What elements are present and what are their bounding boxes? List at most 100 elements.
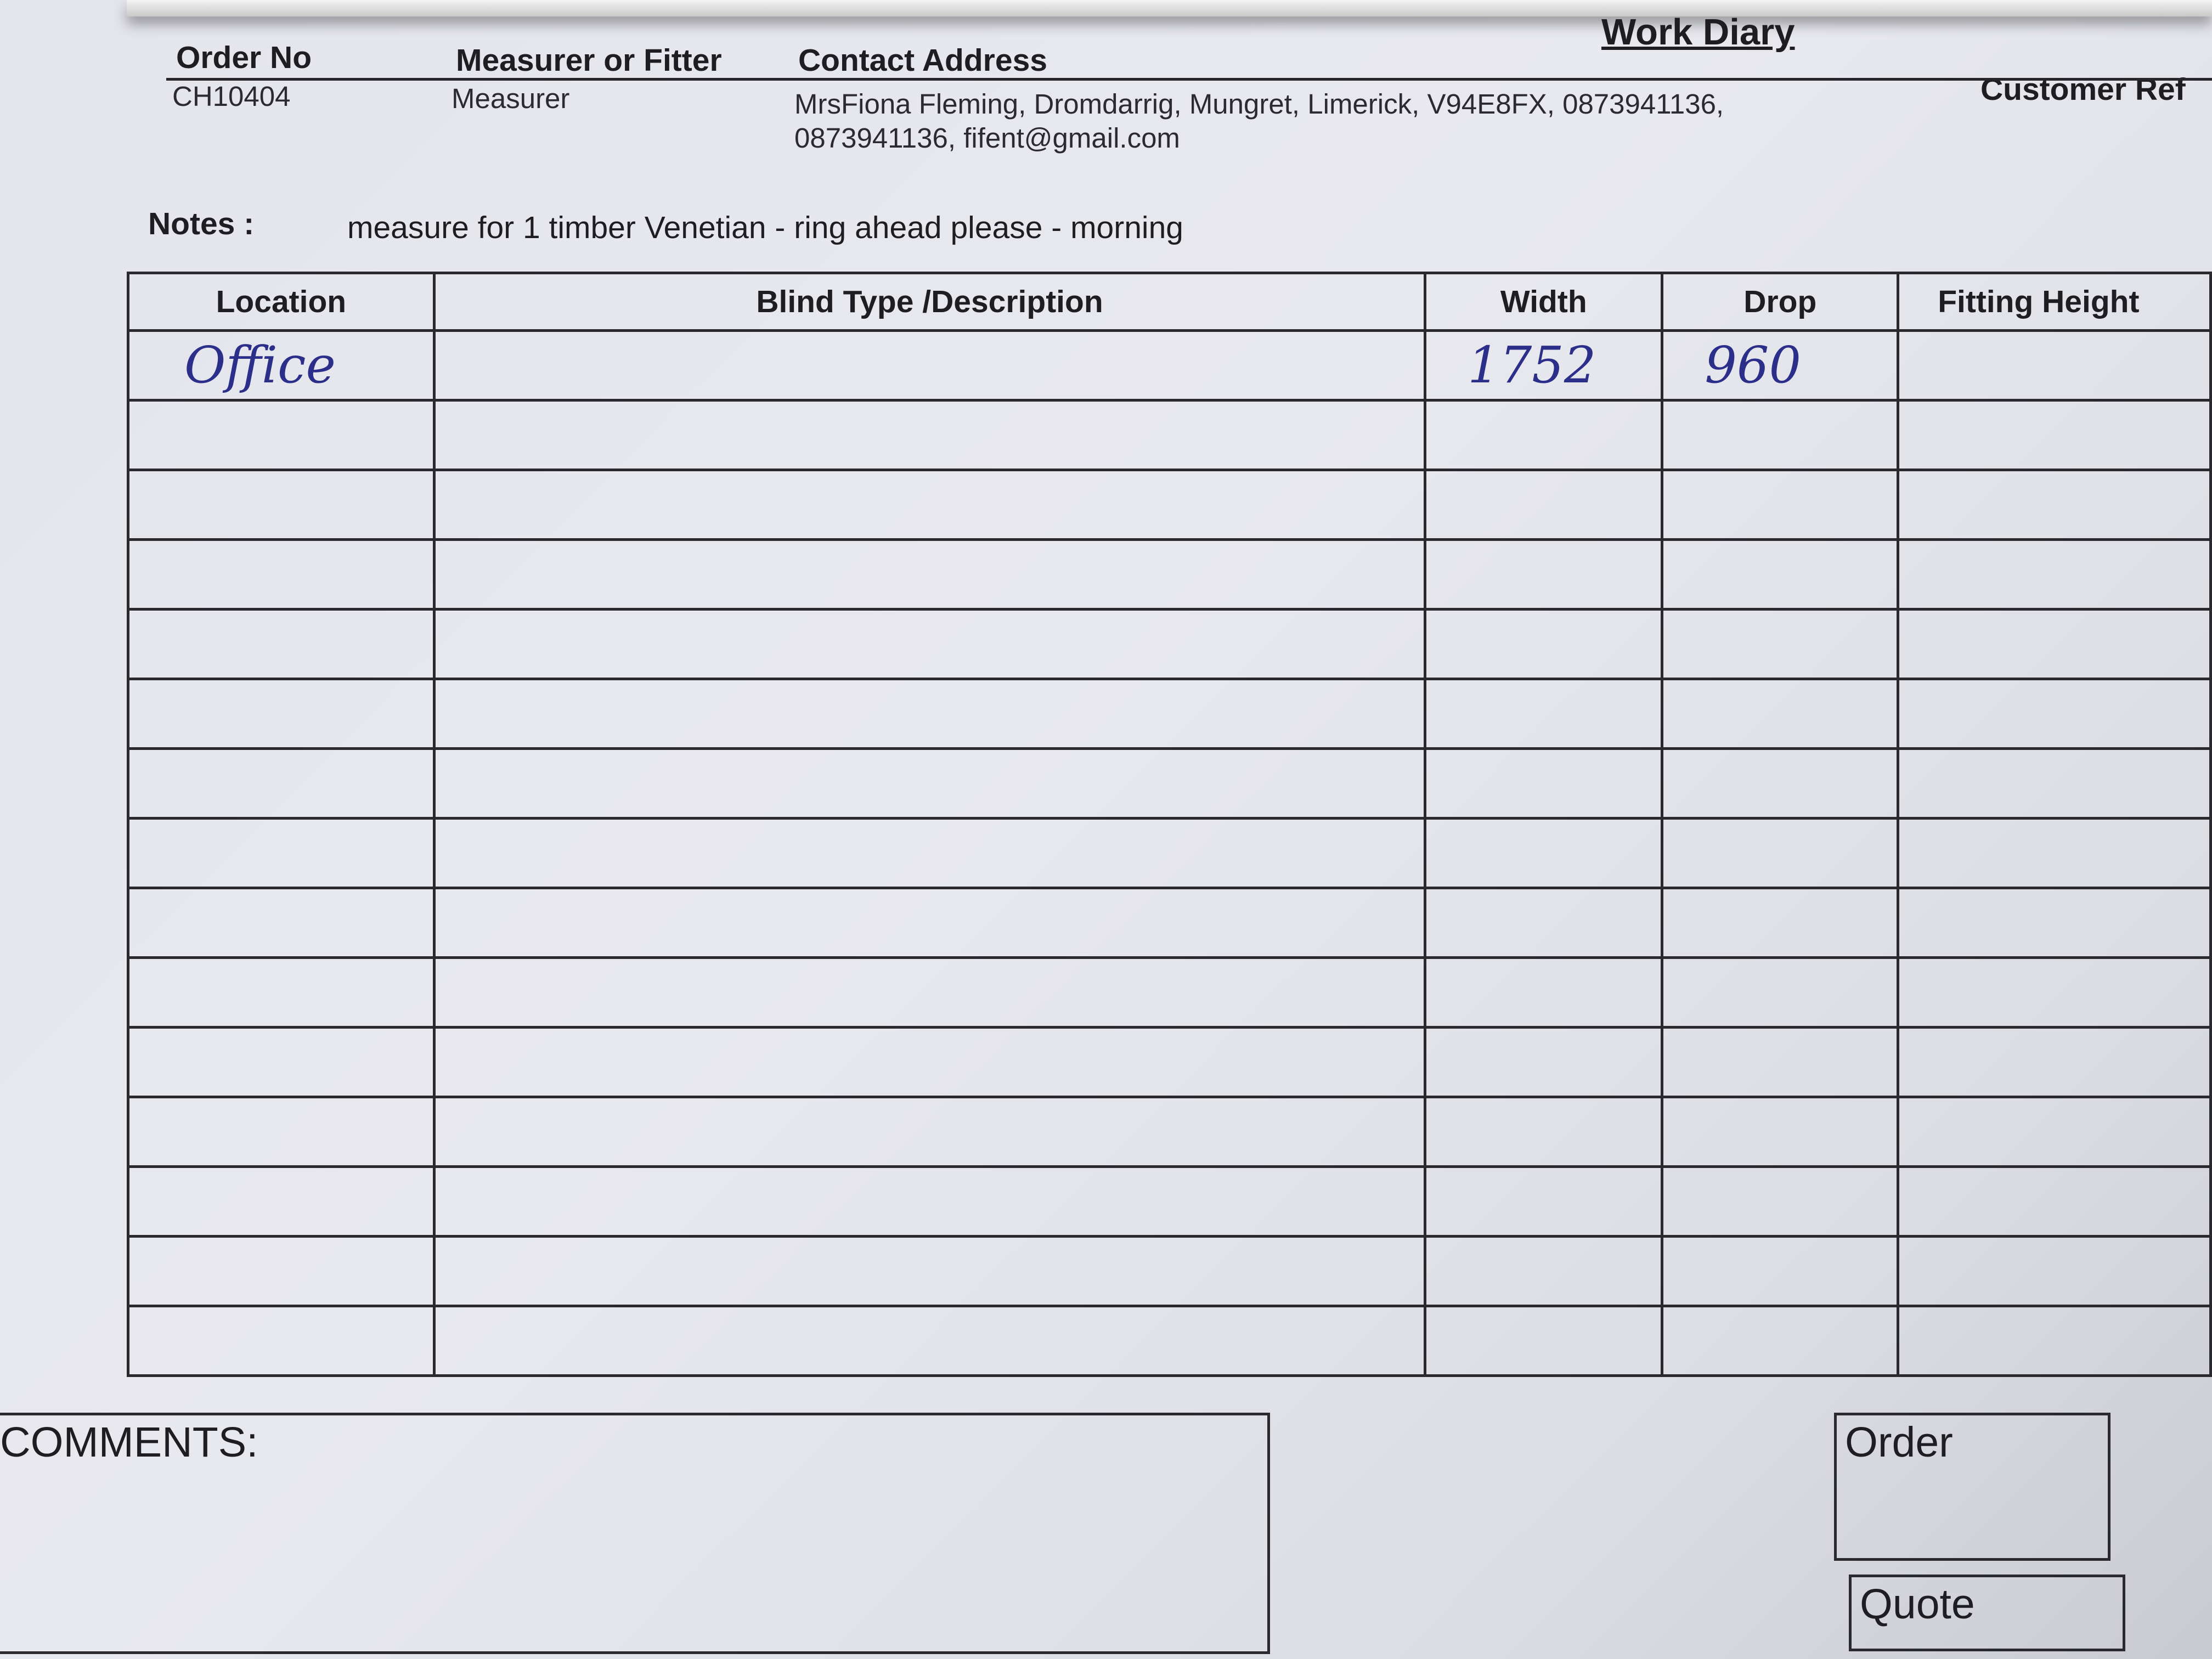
table-cell[interactable]: 960 <box>1661 329 1900 402</box>
table-cell[interactable] <box>1897 608 2212 680</box>
table-cell[interactable] <box>1424 538 1664 611</box>
table-cell[interactable] <box>1661 678 1900 750</box>
table-cell[interactable] <box>432 469 1427 541</box>
table-cell[interactable] <box>1897 1026 2212 1098</box>
table-cell[interactable] <box>432 1305 1427 1377</box>
measurer-label: Measurer or Fitter <box>456 43 722 78</box>
table-cell[interactable] <box>127 1235 436 1307</box>
col-fitting-height: Fitting Height <box>1897 272 2212 332</box>
table-cell[interactable] <box>127 956 436 1029</box>
table-cell[interactable] <box>1897 399 2212 471</box>
table-cell[interactable] <box>432 887 1427 959</box>
table-cell[interactable] <box>1424 678 1664 750</box>
table-cell[interactable] <box>127 747 436 820</box>
table-cell[interactable] <box>432 1096 1427 1168</box>
table-row <box>127 1026 2212 1098</box>
table-cell[interactable] <box>1661 956 1900 1029</box>
table-cell[interactable] <box>1424 747 1664 820</box>
table-cell[interactable] <box>127 817 436 889</box>
table-cell[interactable] <box>432 1026 1427 1098</box>
table-cell[interactable] <box>1424 887 1664 959</box>
order-no-value: CH10404 <box>172 81 291 112</box>
table-cell[interactable]: 1752 <box>1424 329 1664 402</box>
quote-box-label: Quote <box>1860 1581 1975 1628</box>
table-row <box>127 1235 2212 1307</box>
notes-text: measure for 1 timber Venetian - ring ahe… <box>347 210 1183 245</box>
table-cell[interactable] <box>1897 747 2212 820</box>
table-cell[interactable] <box>1661 1305 1900 1377</box>
table-cell[interactable] <box>1897 1165 2212 1238</box>
table-cell[interactable] <box>127 608 436 680</box>
table-cell[interactable] <box>127 399 436 471</box>
table-cell[interactable] <box>432 1165 1427 1238</box>
order-box[interactable]: Order <box>1834 1413 2111 1561</box>
table-cell[interactable] <box>1424 1165 1664 1238</box>
table-cell[interactable] <box>1897 469 2212 541</box>
table-cell[interactable] <box>127 1096 436 1168</box>
header-divider <box>166 78 2212 81</box>
table-cell[interactable] <box>1424 817 1664 889</box>
document-title: Work Diary <box>1601 12 1795 53</box>
table-cell[interactable] <box>432 817 1427 889</box>
table-cell[interactable] <box>1661 1026 1900 1098</box>
table-cell[interactable] <box>1897 956 2212 1029</box>
col-width: Width <box>1424 272 1664 332</box>
comments-label: COMMENTS: <box>0 1419 258 1466</box>
order-box-label: Order <box>1845 1419 1953 1466</box>
table-cell[interactable] <box>1424 399 1664 471</box>
table-cell[interactable] <box>432 956 1427 1029</box>
table-cell[interactable] <box>432 399 1427 471</box>
table-cell[interactable] <box>1897 1235 2212 1307</box>
table-cell[interactable] <box>1661 469 1900 541</box>
table-cell[interactable] <box>1424 1026 1664 1098</box>
table-cell[interactable] <box>1661 1235 1900 1307</box>
table-row <box>127 469 2212 541</box>
table-cell[interactable] <box>127 1305 436 1377</box>
table-cell[interactable] <box>432 1235 1427 1307</box>
measurer-value: Measurer <box>452 83 570 114</box>
table-cell[interactable] <box>1661 747 1900 820</box>
table-cell[interactable] <box>127 1165 436 1238</box>
table-cell[interactable] <box>127 538 436 611</box>
table-cell[interactable] <box>1897 1305 2212 1377</box>
table-cell[interactable] <box>127 887 436 959</box>
table-cell[interactable] <box>1661 887 1900 959</box>
table-row <box>127 1305 2212 1377</box>
col-description: Blind Type /Description <box>432 272 1427 332</box>
table-cell[interactable] <box>127 469 436 541</box>
table-cell[interactable] <box>127 678 436 750</box>
table-cell[interactable] <box>1897 329 2212 402</box>
table-row <box>127 1165 2212 1238</box>
table-cell[interactable] <box>432 747 1427 820</box>
table-cell[interactable]: Office <box>127 329 436 402</box>
col-location: Location <box>127 272 436 332</box>
paper-stack-edge <box>127 0 2212 16</box>
table-cell[interactable] <box>1661 538 1900 611</box>
table-cell[interactable] <box>1897 817 2212 889</box>
table-cell[interactable] <box>1661 1165 1900 1238</box>
table-cell[interactable] <box>1424 1096 1664 1168</box>
table-cell[interactable] <box>1897 887 2212 959</box>
table-cell[interactable] <box>1424 608 1664 680</box>
table-cell[interactable] <box>127 1026 436 1098</box>
table-cell[interactable] <box>1897 1096 2212 1168</box>
table-row <box>127 817 2212 889</box>
table-cell[interactable] <box>1424 1235 1664 1307</box>
quote-box[interactable]: Quote <box>1849 1575 2125 1651</box>
table-cell[interactable] <box>1424 469 1664 541</box>
table-cell[interactable] <box>1661 399 1900 471</box>
table-cell[interactable] <box>1661 608 1900 680</box>
table-cell[interactable] <box>1661 1096 1900 1168</box>
table-cell[interactable] <box>432 608 1427 680</box>
table-cell[interactable] <box>1424 1305 1664 1377</box>
table-cell[interactable] <box>432 678 1427 750</box>
table-cell[interactable] <box>1424 956 1664 1029</box>
table-cell[interactable] <box>1661 817 1900 889</box>
table-cell[interactable] <box>432 329 1427 402</box>
table-cell[interactable] <box>1897 678 2212 750</box>
comments-box[interactable] <box>0 1413 1270 1654</box>
table-cell[interactable] <box>432 538 1427 611</box>
table-cell[interactable] <box>1897 538 2212 611</box>
